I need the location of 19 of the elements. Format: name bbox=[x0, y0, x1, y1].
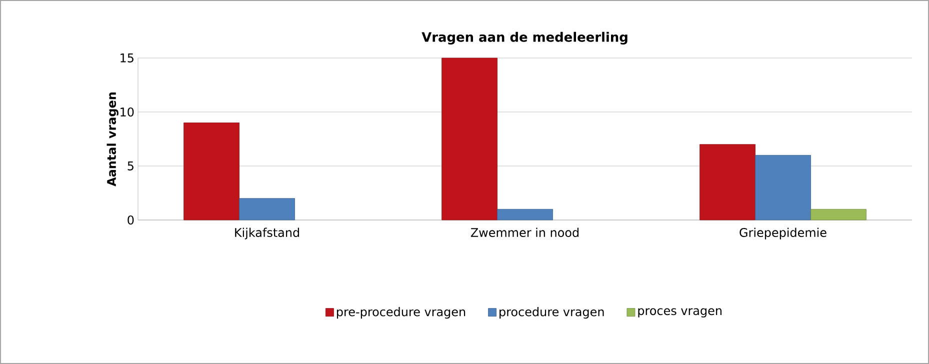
x-tick-label: Griepepidemie bbox=[740, 228, 826, 240]
bar bbox=[810, 209, 866, 220]
bar bbox=[442, 58, 498, 220]
chart-title: Vragen aan de medeleerling bbox=[422, 32, 628, 44]
x-tick-label: Kijkafstand bbox=[235, 228, 299, 240]
bar bbox=[184, 122, 240, 220]
legend-label: pre-procedure vragen bbox=[336, 307, 466, 319]
bar bbox=[497, 209, 553, 220]
x-tick-label: Zwemmer in nood bbox=[470, 228, 578, 238]
y-axis-title: Aantal vragen bbox=[106, 92, 118, 186]
y-tick-label: 10 bbox=[120, 107, 134, 117]
bar bbox=[239, 198, 295, 220]
bar bbox=[700, 144, 756, 220]
legend-label: procedure vragen bbox=[500, 307, 604, 319]
y-tick-label: 0 bbox=[128, 215, 134, 225]
legend-label: proces vragen bbox=[638, 308, 722, 318]
y-tick-label: 5 bbox=[128, 162, 134, 170]
y-tick-label: 15 bbox=[120, 54, 134, 62]
bar bbox=[755, 155, 811, 220]
